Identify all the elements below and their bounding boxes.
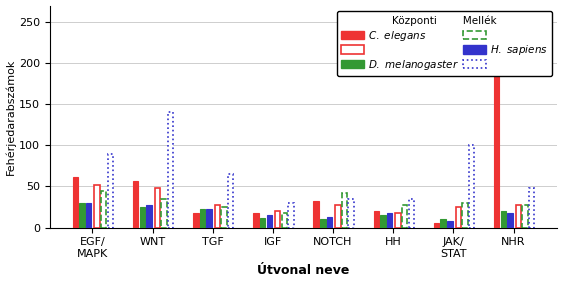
Legend: $\it{C.\ elegans}$, , $\it{D.\ melanogaster}$, , $\it{H.\ sapiens}$, : $\it{C.\ elegans}$, , $\it{D.\ melanogas… <box>337 11 552 76</box>
Bar <box>447 221 453 228</box>
Bar <box>501 211 506 228</box>
Bar <box>168 112 173 228</box>
Bar <box>101 190 106 228</box>
Bar <box>507 213 513 228</box>
Bar <box>314 201 319 228</box>
Bar <box>108 154 113 228</box>
Bar <box>221 207 227 228</box>
Bar <box>133 181 138 228</box>
Bar <box>140 207 145 228</box>
X-axis label: Útvonal neve: Útvonal neve <box>257 264 350 277</box>
Bar <box>79 203 85 228</box>
Bar <box>95 185 100 228</box>
Bar <box>522 205 528 228</box>
Bar <box>266 215 272 228</box>
Bar <box>146 205 151 228</box>
Bar <box>73 177 78 228</box>
Bar <box>440 219 446 228</box>
Bar <box>253 213 259 228</box>
Bar <box>342 193 347 228</box>
Bar <box>455 207 461 228</box>
Bar <box>529 188 534 228</box>
Bar <box>260 218 265 228</box>
Bar <box>348 199 354 228</box>
Bar <box>374 211 379 228</box>
Bar <box>402 205 408 228</box>
Bar <box>320 219 325 228</box>
Bar <box>161 199 167 228</box>
Bar <box>434 224 439 228</box>
Bar <box>387 213 392 228</box>
Bar <box>207 209 212 228</box>
Bar <box>275 211 280 228</box>
Bar <box>215 205 220 228</box>
Bar <box>282 213 287 228</box>
Bar <box>395 213 401 228</box>
Bar <box>409 199 414 228</box>
Bar <box>327 217 332 228</box>
Bar <box>335 205 341 228</box>
Bar <box>462 203 467 228</box>
Y-axis label: Fehérjedarabszámok: Fehérjedarabszámok <box>6 58 16 175</box>
Bar <box>494 15 499 228</box>
Bar <box>380 215 386 228</box>
Bar <box>288 203 294 228</box>
Bar <box>516 205 521 228</box>
Bar <box>228 174 234 228</box>
Bar <box>86 203 91 228</box>
Bar <box>200 209 205 228</box>
Bar <box>469 145 474 228</box>
Bar <box>155 188 160 228</box>
Bar <box>193 213 199 228</box>
